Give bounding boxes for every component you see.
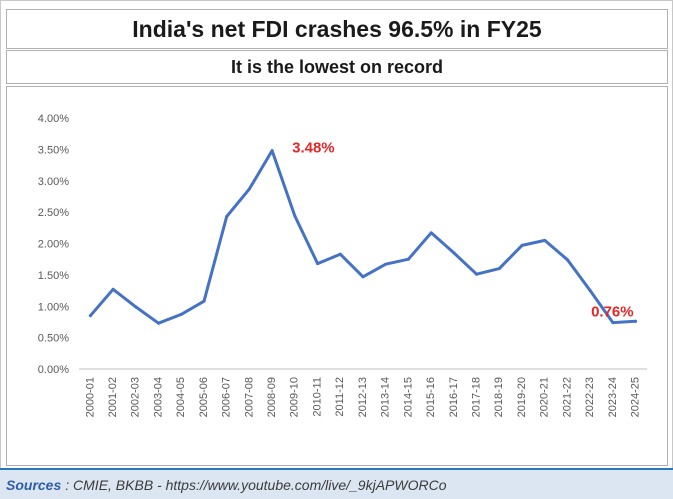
x-tick-label: 2024-25 bbox=[630, 377, 642, 417]
data-point bbox=[520, 243, 524, 247]
sources-label: Sources bbox=[6, 476, 62, 493]
series-line bbox=[88, 149, 638, 325]
x-tick-label: 2018-19 bbox=[493, 377, 505, 417]
x-tick-label: 2008-09 bbox=[266, 377, 278, 417]
x-tick-label: 2004-05 bbox=[175, 377, 187, 417]
line-chart: 0.00% 0.50% 1.00% 1.50% 2.00% 2.50% 3.00% 3.50%… bbox=[38, 113, 647, 417]
data-point bbox=[406, 257, 410, 261]
plot-panel: 0.00% 0.50% 1.00% 1.50% 2.00% 2.50% 3.00% 3.50%… bbox=[6, 86, 668, 466]
x-tick-label: 2007-08 bbox=[243, 377, 255, 417]
x-tick-label: 2003-04 bbox=[152, 377, 164, 417]
y-tick-label: 0.50% bbox=[38, 333, 69, 345]
data-point bbox=[565, 258, 569, 262]
data-point bbox=[611, 321, 615, 325]
chart-title: India's net FDI crashes 96.5% in FY25 bbox=[6, 9, 668, 49]
x-tick-label: 2002-03 bbox=[130, 377, 142, 417]
x-tick-label: 2006-07 bbox=[221, 377, 233, 417]
x-tick-label: 2001-02 bbox=[107, 377, 119, 417]
data-point bbox=[157, 321, 161, 325]
x-tick-label: 2023-24 bbox=[607, 377, 619, 417]
y-tick-label: 3.50% bbox=[38, 144, 69, 156]
x-tick-label: 2005-06 bbox=[198, 377, 210, 417]
data-point bbox=[88, 314, 92, 318]
data-point bbox=[634, 319, 638, 323]
x-tick-label: 2014-15 bbox=[402, 377, 414, 417]
x-tick-label: 2012-13 bbox=[357, 377, 369, 417]
data-point bbox=[247, 187, 251, 191]
x-tick-label: 2019-20 bbox=[516, 377, 528, 417]
y-tick-label: 2.00% bbox=[38, 239, 69, 251]
chart-subtitle: It is the lowest on record bbox=[6, 50, 668, 84]
x-tick-label: 2020-21 bbox=[539, 377, 551, 417]
x-tick-label: 2013-14 bbox=[380, 377, 392, 417]
sources-footer: Sources : CMIE, BKBB - https://www.youtu… bbox=[0, 468, 673, 499]
data-label: 3.48% bbox=[292, 140, 335, 157]
data-point bbox=[452, 251, 456, 255]
sources-text[interactable]: : CMIE, BKBB - https://www.youtube.com/l… bbox=[65, 476, 447, 493]
x-tick-label: 2021-22 bbox=[561, 377, 573, 417]
x-tick-label: 2000-01 bbox=[84, 377, 96, 417]
data-point bbox=[497, 267, 501, 271]
data-point bbox=[270, 149, 274, 153]
x-tick-label: 2017-18 bbox=[471, 377, 483, 417]
x-tick-label: 2009-10 bbox=[289, 377, 301, 417]
data-point bbox=[588, 289, 592, 293]
data-point bbox=[134, 305, 138, 309]
data-point bbox=[293, 214, 297, 218]
data-point bbox=[384, 262, 388, 266]
y-tick-label: 0.00% bbox=[38, 364, 69, 376]
y-tick-label: 4.00% bbox=[38, 113, 69, 125]
data-point bbox=[338, 252, 342, 256]
y-tick-label: 3.00% bbox=[38, 176, 69, 188]
x-tick-label: 2011-12 bbox=[334, 377, 346, 417]
x-tick-label: 2022-23 bbox=[584, 377, 596, 417]
x-tick-label: 2016-17 bbox=[448, 377, 460, 417]
x-tick-label: 2010-11 bbox=[311, 377, 323, 417]
data-point bbox=[111, 287, 115, 291]
data-point bbox=[475, 272, 479, 276]
data-point bbox=[543, 238, 547, 242]
data-point bbox=[202, 299, 206, 303]
data-point bbox=[179, 312, 183, 316]
y-tick-label: 2.50% bbox=[38, 207, 69, 219]
y-tick-label: 1.00% bbox=[38, 301, 69, 313]
data-point bbox=[316, 262, 320, 266]
data-point bbox=[225, 215, 229, 219]
y-tick-label: 1.50% bbox=[38, 270, 69, 282]
data-point bbox=[429, 231, 433, 235]
x-tick-label: 2015-16 bbox=[425, 377, 437, 417]
data-point bbox=[361, 275, 365, 279]
data-label: 0.76% bbox=[591, 303, 634, 320]
